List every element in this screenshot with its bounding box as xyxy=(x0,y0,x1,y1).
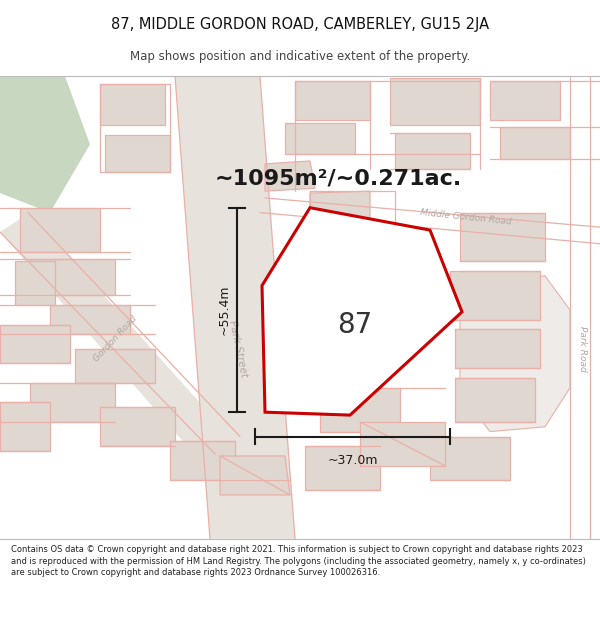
Text: 87: 87 xyxy=(337,311,373,339)
Polygon shape xyxy=(460,276,570,432)
Polygon shape xyxy=(460,213,545,261)
Polygon shape xyxy=(105,134,170,172)
Polygon shape xyxy=(75,349,155,383)
Polygon shape xyxy=(490,81,560,120)
Polygon shape xyxy=(360,422,445,466)
Polygon shape xyxy=(265,161,315,191)
Text: Park Street: Park Street xyxy=(227,319,249,378)
Polygon shape xyxy=(0,402,50,451)
Polygon shape xyxy=(100,408,175,446)
Polygon shape xyxy=(500,127,570,159)
Text: Contains OS data © Crown copyright and database right 2021. This information is : Contains OS data © Crown copyright and d… xyxy=(11,545,586,578)
Text: ~1095m²/~0.271ac.: ~1095m²/~0.271ac. xyxy=(215,169,462,189)
Polygon shape xyxy=(30,259,115,296)
Polygon shape xyxy=(340,232,395,266)
Polygon shape xyxy=(295,81,370,120)
Polygon shape xyxy=(310,191,370,227)
Text: Gordon Road: Gordon Road xyxy=(92,314,139,364)
Polygon shape xyxy=(0,324,70,364)
Text: Map shows position and indicative extent of the property.: Map shows position and indicative extent… xyxy=(130,50,470,63)
Polygon shape xyxy=(100,84,165,125)
Polygon shape xyxy=(50,305,130,334)
Polygon shape xyxy=(0,213,230,461)
Polygon shape xyxy=(30,383,115,422)
Polygon shape xyxy=(285,123,355,154)
Polygon shape xyxy=(455,378,535,422)
Polygon shape xyxy=(395,132,470,169)
Polygon shape xyxy=(430,436,510,481)
Polygon shape xyxy=(455,329,540,368)
Text: ~55.4m: ~55.4m xyxy=(218,284,230,335)
Polygon shape xyxy=(15,261,55,305)
Polygon shape xyxy=(170,441,235,481)
Polygon shape xyxy=(0,76,90,213)
Text: Park Road: Park Road xyxy=(577,326,587,372)
Polygon shape xyxy=(220,456,290,495)
Text: 87, MIDDLE GORDON ROAD, CAMBERLEY, GU15 2JA: 87, MIDDLE GORDON ROAD, CAMBERLEY, GU15 … xyxy=(111,17,489,32)
Polygon shape xyxy=(262,208,462,415)
Polygon shape xyxy=(305,446,380,490)
Text: Middle Gordon Road: Middle Gordon Road xyxy=(420,208,512,227)
Text: ~37.0m: ~37.0m xyxy=(327,454,378,467)
Polygon shape xyxy=(20,208,100,251)
Polygon shape xyxy=(320,388,400,432)
Polygon shape xyxy=(390,78,480,125)
Polygon shape xyxy=(450,271,540,319)
Polygon shape xyxy=(175,76,295,539)
